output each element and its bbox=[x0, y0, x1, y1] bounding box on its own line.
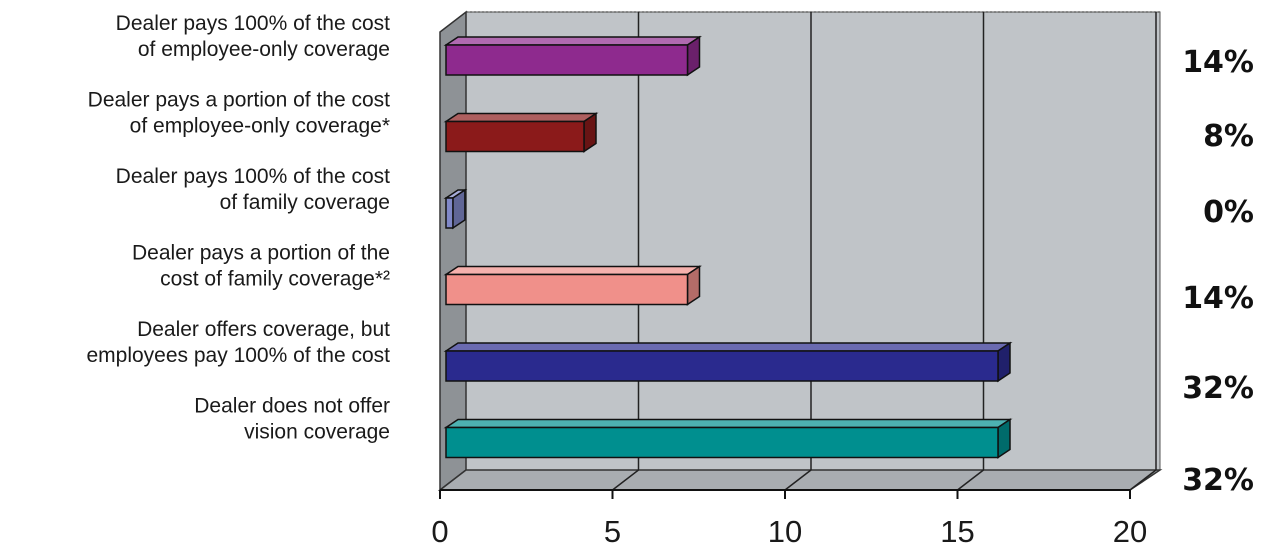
bar-top-face bbox=[443, 265, 702, 276]
bar bbox=[443, 418, 1013, 459]
bars bbox=[443, 35, 1013, 459]
bar-front-face bbox=[445, 350, 999, 382]
category-label: Dealer pays 100% of the cost bbox=[116, 12, 390, 35]
bar bbox=[443, 112, 599, 153]
percent-label: 0% bbox=[1203, 195, 1254, 230]
percent-label: 8% bbox=[1203, 119, 1254, 154]
bar-front-face bbox=[445, 120, 585, 153]
category-label: Dealer offers coverage, but bbox=[137, 318, 390, 341]
bar bbox=[443, 188, 468, 230]
floor bbox=[437, 469, 1163, 491]
category-labels: Dealer pays 100% of the cost of employee-… bbox=[86, 12, 390, 444]
percent-label: 32% bbox=[1182, 463, 1254, 498]
bar-front-face bbox=[445, 273, 689, 306]
x-tick-label: 0 bbox=[431, 514, 448, 549]
bar bbox=[443, 35, 702, 77]
category-label: Dealer pays a portion of the cost bbox=[88, 89, 391, 112]
category-label: of family coverage bbox=[220, 191, 390, 214]
category-label: of employee-only coverage bbox=[138, 38, 390, 61]
category-label: vision coverage bbox=[244, 421, 390, 444]
category-label: cost of family coverage*² bbox=[160, 268, 390, 291]
bar bbox=[443, 341, 1013, 383]
percent-label: 32% bbox=[1182, 371, 1254, 406]
category-label: employees pay 100% of the cost bbox=[86, 344, 390, 367]
percent-labels: 14% 8% 0% 14% 32% 32% bbox=[1182, 45, 1254, 498]
x-tick-label: 5 bbox=[604, 514, 621, 549]
side-wall bbox=[439, 10, 467, 492]
floor-gridline bbox=[1129, 469, 1157, 491]
plot-background bbox=[437, 10, 1163, 492]
back-wall bbox=[465, 11, 1161, 471]
floor-gridline bbox=[612, 469, 639, 491]
floor-gridline bbox=[784, 469, 812, 491]
x-tick-label: 10 bbox=[768, 514, 802, 549]
category-label: of employee-only coverage* bbox=[130, 115, 390, 138]
bar bbox=[443, 265, 702, 306]
category-label: Dealer pays a portion of the bbox=[132, 242, 390, 265]
percent-label: 14% bbox=[1182, 45, 1254, 80]
bar-front-face bbox=[445, 426, 999, 459]
category-label: Dealer does not offer bbox=[194, 395, 390, 418]
gridlines bbox=[612, 12, 1157, 491]
floor-gridline bbox=[957, 469, 984, 491]
bar-top-face bbox=[443, 36, 702, 46]
bar-front-face bbox=[445, 44, 689, 76]
bar-top-face bbox=[443, 342, 1013, 352]
bar-front-face bbox=[445, 197, 454, 229]
percent-label: 14% bbox=[1182, 281, 1254, 316]
x-axis: 0 5 10 15 20 bbox=[431, 489, 1147, 549]
bar-top-face bbox=[443, 112, 599, 123]
x-tick-label: 20 bbox=[1113, 514, 1147, 549]
x-tick-label: 15 bbox=[940, 514, 974, 549]
bar-top-face bbox=[443, 418, 1013, 429]
category-label: Dealer pays 100% of the cost bbox=[116, 165, 390, 188]
